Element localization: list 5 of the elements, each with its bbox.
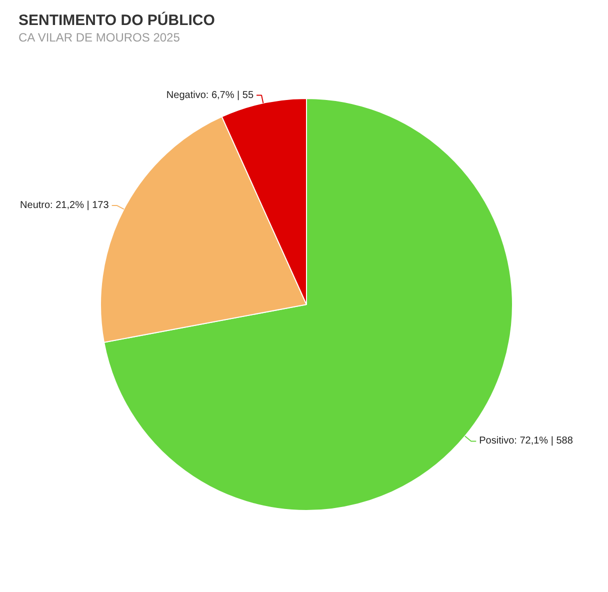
slice-label: Positivo: 72,1% | 588: [479, 436, 574, 447]
chart-title: SENTIMENTO DO PÚBLICO: [18, 11, 216, 29]
slice-label: Neutro: 21,2% | 173: [20, 200, 110, 211]
chart-subtitle: CA VILAR DE MOUROS 2025: [18, 30, 180, 44]
slice-label: Negativo: 6,7% | 55: [166, 90, 254, 101]
